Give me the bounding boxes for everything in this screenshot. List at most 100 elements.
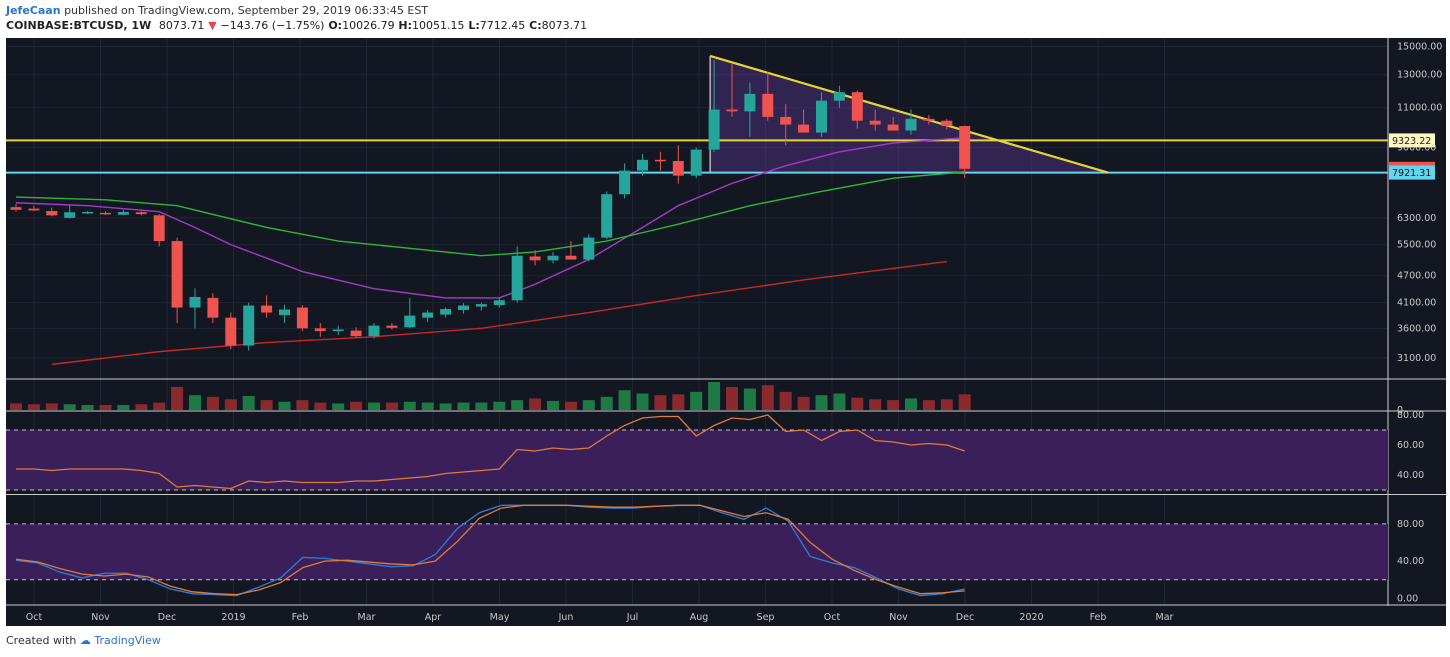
candle: [762, 71, 774, 121]
volume-bar: [958, 394, 971, 410]
volume-bar: [493, 401, 506, 410]
volume-bar: [10, 403, 22, 410]
volume-bar: [457, 402, 470, 410]
candle: [422, 310, 434, 322]
candle: [708, 60, 720, 152]
candle: [493, 297, 505, 308]
candle: [64, 205, 76, 219]
candle: [816, 92, 827, 137]
candle: [511, 246, 523, 303]
price-chart[interactable]: 3100.00 3600.00 4100.00 4700.00 5500.00 6300.…: [6, 38, 1446, 626]
volume-bar: [403, 401, 416, 410]
volume-bar: [922, 400, 935, 410]
candle: [28, 205, 40, 212]
candle-body: [565, 255, 577, 260]
candle: [458, 303, 469, 314]
candle-body: [744, 93, 756, 112]
stoch-axis-tick-label: 40.00: [1397, 556, 1424, 567]
support-price-tag: 7921.31: [1392, 168, 1431, 179]
high-value: 10051.15: [412, 19, 465, 32]
candle: [565, 241, 577, 260]
created-with-label: Created with: [6, 634, 77, 647]
volume-bar: [189, 395, 201, 410]
candle-body: [905, 118, 917, 131]
tradingview-link[interactable]: TradingView: [94, 634, 161, 647]
candle: [619, 163, 631, 199]
price-axis-tick-label: 3100.00: [1397, 353, 1436, 364]
candle-body: [46, 211, 58, 216]
candle: [189, 288, 201, 329]
low-value: 7712.45: [479, 19, 526, 32]
candle-body: [798, 124, 810, 133]
time-axis-tick-label: Jul: [626, 612, 638, 623]
volume-bar: [815, 395, 828, 410]
time-axis-tick-label: Mar: [358, 612, 376, 623]
volume-bar: [636, 393, 649, 410]
volume-bar: [368, 402, 380, 410]
volume-bar: [81, 405, 94, 410]
candle: [529, 250, 541, 266]
candle: [350, 327, 362, 338]
author-link[interactable]: JefeCaan: [6, 4, 61, 17]
candle: [261, 295, 273, 318]
candle-body: [475, 304, 487, 307]
rsi-axis-tick-label: 80.00: [1397, 410, 1424, 421]
time-axis-tick-label: Nov: [91, 612, 110, 623]
candle: [654, 151, 666, 171]
resistance-price-tag: 9323.22: [1392, 136, 1431, 147]
volume-bar: [278, 401, 291, 410]
volume-bar: [743, 388, 756, 410]
candle: [780, 104, 792, 146]
candle: [601, 191, 613, 240]
candle: [279, 304, 290, 323]
volume-bar: [547, 400, 559, 410]
low-label: L:: [468, 19, 480, 32]
time-axis-tick-label: Nov: [889, 612, 908, 623]
candle: [207, 293, 219, 323]
time-axis-tick-label: 2020: [1019, 612, 1043, 623]
candle: [672, 145, 684, 184]
candle-body: [243, 305, 255, 346]
volume-bar: [421, 402, 434, 410]
time-axis-tick-label: 2019: [221, 612, 245, 623]
candle-body: [458, 305, 469, 311]
candle-body: [816, 100, 827, 133]
candle: [404, 297, 416, 329]
time-axis-tick-label: Feb: [292, 612, 309, 623]
volume-bar: [869, 399, 882, 410]
time-axis-tick-label: Sep: [757, 612, 775, 623]
stoch-k-line: [15, 504, 965, 597]
candle: [171, 237, 183, 323]
candle-body: [296, 307, 308, 329]
volume-bar: [171, 386, 184, 410]
ma-slow-line: [51, 260, 947, 366]
tradingview-logo-icon: ☁: [79, 634, 91, 647]
time-axis-tick-label: Aug: [690, 612, 709, 623]
volume-bar: [45, 403, 58, 410]
time-axis-tick-label: Dec: [956, 612, 974, 623]
volume-bar: [564, 401, 577, 410]
candle-body: [440, 309, 452, 315]
last-price: 8073.71: [158, 19, 205, 32]
volume-bar: [851, 397, 864, 410]
volume-bar: [117, 405, 130, 410]
candle-body: [225, 317, 237, 346]
candle-body: [493, 300, 505, 306]
descending-trend-line: [709, 54, 1109, 174]
change-value: −143.76 (−1.75%): [220, 19, 325, 32]
volume-bar: [511, 400, 524, 410]
candle: [637, 154, 648, 176]
candle: [153, 214, 165, 247]
candle: [798, 109, 810, 133]
volume-bar: [153, 402, 166, 410]
stoch-axis-tick-label: 0.00: [1397, 593, 1418, 604]
candle: [386, 322, 398, 330]
volume-bar: [242, 396, 255, 410]
candle: [869, 109, 881, 131]
time-axis-tick-label: Feb: [1090, 612, 1107, 623]
candle: [905, 109, 917, 135]
volume-bar: [314, 402, 327, 410]
stoch-d-line: [15, 504, 965, 596]
candle-body: [189, 296, 201, 308]
time-axis-tick-label: Jun: [558, 612, 574, 623]
